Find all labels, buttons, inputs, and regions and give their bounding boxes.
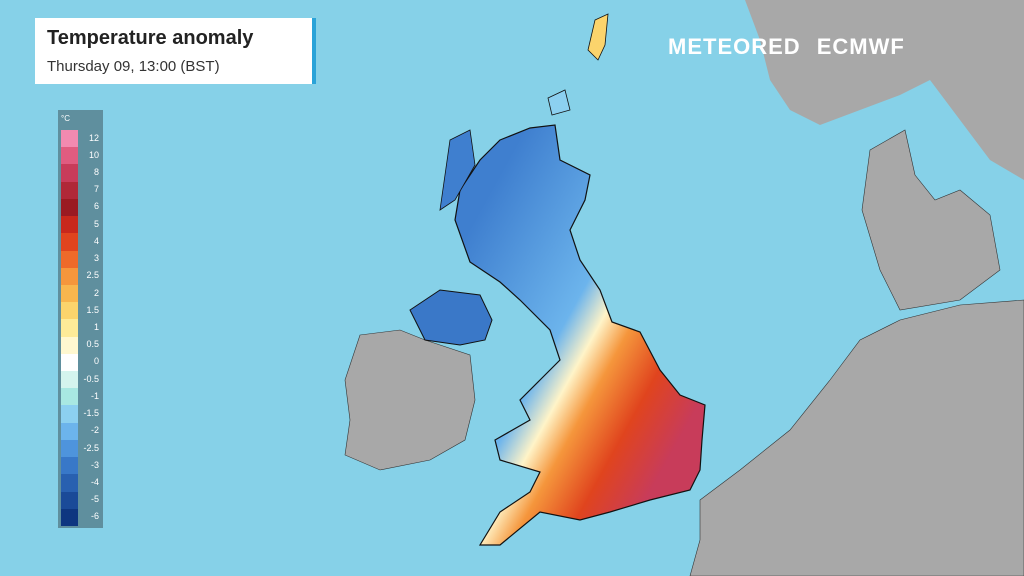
legend-swatch [61,250,78,269]
legend-swatch [61,491,78,510]
legend-swatch [61,353,78,372]
legend-label: 1.5 [86,304,99,315]
legend-swatch [61,508,78,527]
legend-swatch [61,267,78,286]
legend-label: 0.5 [86,339,99,350]
logos: METEORED ECMWF [668,34,905,60]
legend-label: -4 [90,476,99,487]
logo: METEORED [668,34,801,59]
logo: ECMWF [816,34,905,59]
legend-label: -2 [90,425,99,436]
title: Temperature anomaly [47,27,254,49]
ireland [344,329,476,471]
header: Temperature anomaly Thursday 09, 13:00 (… [35,18,316,84]
legend-swatch [61,302,78,320]
legend-swatch [61,457,78,475]
legend-swatch [61,319,78,338]
legend-swatch [61,233,78,251]
legend-label: 8 [93,167,99,178]
legend-swatch [61,198,78,217]
legend: °C 12 10 8 7 6 5 4 3 2.5 2 1.5 1 0.5 0 -0.5 -1 -1.5 -2 -2.… [58,110,103,528]
scandinavia [745,0,1024,180]
subtitle: Thursday 09, 13:00 (BST) [47,58,220,75]
legend-label: 1 [93,322,99,332]
legend-label: 7 [93,184,99,195]
legend-label: 2.5 [86,270,99,281]
legend-label: 10 [88,149,99,160]
legend-swatch [61,130,78,148]
legend-label: -5 [90,494,99,505]
legend-label: 5 [93,218,99,229]
denmark [861,129,1001,311]
legend-label: 12 [88,132,99,143]
legend-label: -1 [90,390,99,401]
continent [689,299,1024,576]
legend-label: -6 [90,511,99,522]
legend-label: 3 [93,253,99,264]
legend-swatch [61,216,78,234]
legend-swatch [61,405,78,424]
legend-swatch [61,147,78,165]
hebrides [439,129,476,211]
orkney [547,89,571,116]
legend-swatch [61,371,78,389]
legend-swatch [61,181,78,200]
legend-label: -3 [90,459,99,470]
legend-swatch [61,422,78,441]
legend-swatch [61,336,78,355]
legend-label: -1.5 [83,408,99,419]
legend-label: -0.5 [83,373,99,384]
legend-label: 4 [93,235,99,246]
great-britain [454,124,706,546]
legend-swatch [61,439,78,458]
legend-swatch [61,284,78,303]
northern-ireland [409,289,493,346]
legend-swatch [61,164,78,183]
legend-unit: °C [61,114,70,123]
legend-label: 6 [93,201,99,212]
legend-swatch [61,388,78,406]
legend-label: 2 [93,287,99,298]
legend-swatch [61,474,78,493]
legend-label: 0 [93,356,99,367]
legend-label: -2.5 [83,442,99,453]
shetland [587,13,609,61]
